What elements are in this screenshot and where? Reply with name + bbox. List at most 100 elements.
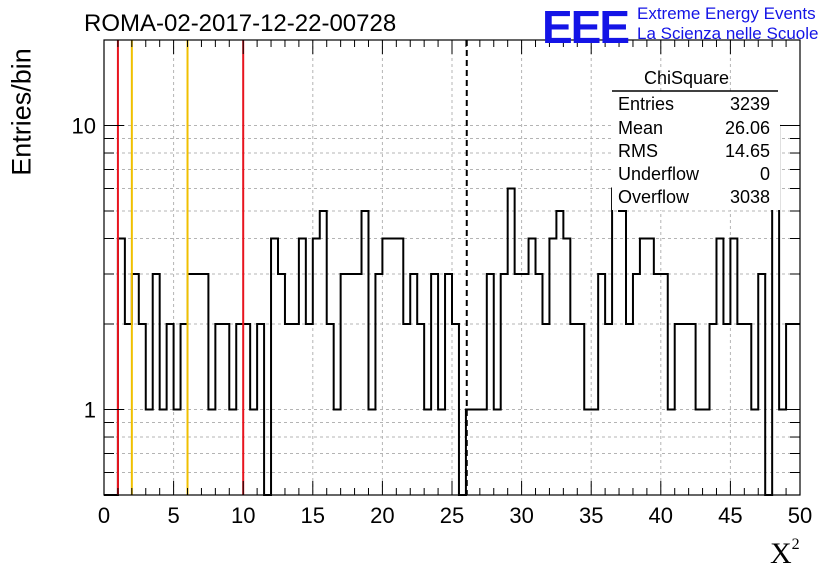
- histogram-bin: [549, 239, 556, 495]
- histogram-bin: [153, 274, 160, 495]
- x-axis-label: X2: [770, 536, 800, 570]
- histogram-bin: [362, 211, 369, 495]
- histogram-bin: [452, 324, 459, 495]
- histogram-bin: [194, 274, 201, 495]
- x-tick-label: 30: [509, 503, 533, 528]
- histogram-bin: [188, 274, 195, 495]
- histogram-bin: [181, 324, 188, 495]
- histogram-bin: [431, 274, 438, 495]
- histogram-bin: [201, 274, 208, 495]
- histogram-bin: [306, 324, 313, 495]
- histogram-bin: [626, 324, 633, 495]
- histogram-bin: [751, 410, 758, 495]
- stat-value-entries: 3239: [729, 94, 770, 114]
- histogram-bin: [703, 410, 710, 495]
- histogram-bin: [313, 239, 320, 495]
- histogram-bin: [744, 324, 751, 495]
- x-tick-label: 10: [231, 503, 255, 528]
- histogram-outline: [104, 124, 800, 496]
- histogram-bin: [368, 410, 375, 495]
- histogram-bin: [299, 239, 306, 495]
- chart-title: ROMA-02-2017-12-22-00728: [84, 10, 397, 37]
- histogram-bin: [396, 239, 403, 495]
- histogram-bin: [696, 410, 703, 495]
- histogram-bin: [445, 274, 452, 495]
- histogram-bin: [508, 189, 515, 495]
- histogram-bin: [473, 410, 480, 495]
- stat-label-underflow: Underflow: [618, 164, 700, 184]
- histogram-bin: [515, 274, 522, 495]
- histogram-bin: [647, 239, 654, 495]
- histogram-bin: [536, 274, 543, 495]
- histogram-bin: [598, 274, 605, 495]
- histogram-bin: [285, 324, 292, 495]
- histogram-bin: [654, 274, 661, 495]
- x-tick-label: 40: [649, 503, 673, 528]
- histogram-bin: [146, 410, 153, 495]
- x-tick-label: 0: [98, 503, 110, 528]
- histogram-bin: [612, 189, 619, 495]
- histogram-bin: [348, 274, 355, 495]
- histogram-bin: [501, 274, 508, 495]
- histogram-bin: [779, 410, 786, 495]
- histogram-bin: [640, 239, 647, 495]
- histogram-bin: [723, 324, 730, 495]
- x-tick-label: 25: [440, 503, 464, 528]
- histogram-bin: [584, 410, 591, 495]
- stat-label-overflow: Overflow: [618, 187, 690, 207]
- histogram-bin: [737, 324, 744, 495]
- histogram-bin: [619, 211, 626, 495]
- histogram-bin: [716, 239, 723, 495]
- stat-label-mean: Mean: [618, 118, 664, 138]
- histogram-bin: [215, 324, 222, 495]
- histogram-bin: [661, 274, 668, 495]
- histogram-bin: [341, 274, 348, 495]
- y-tick-label: 1: [84, 398, 96, 423]
- histogram-bin: [327, 324, 334, 495]
- histogram-bin: [375, 274, 382, 495]
- histogram-bin: [118, 239, 125, 495]
- histogram-bin: [167, 324, 174, 495]
- histogram-bin: [389, 239, 396, 495]
- histogram-bin: [250, 410, 257, 495]
- histogram-bin: [605, 324, 612, 495]
- histogram-bin: [522, 274, 529, 495]
- histogram-bin: [229, 410, 236, 495]
- logo-line-1: Extreme Energy Events: [637, 4, 816, 23]
- histogram-bin: [542, 324, 549, 495]
- stats-box: [612, 92, 780, 210]
- histogram-bin: [403, 324, 410, 495]
- histogram-bin: [675, 324, 682, 495]
- histogram-bin: [730, 239, 737, 495]
- histogram-bin: [633, 274, 640, 495]
- histogram-bin: [494, 410, 501, 495]
- histogram-bin: [410, 274, 417, 495]
- histogram-bin: [139, 324, 146, 495]
- histogram-bin: [355, 274, 362, 495]
- histogram-bin: [417, 324, 424, 495]
- y-tick-label: 10: [72, 113, 96, 138]
- stat-value-underflow: 0: [759, 164, 770, 184]
- x-tick-label: 50: [788, 503, 812, 528]
- histogram-bin: [125, 324, 132, 495]
- x-tick-label: 20: [370, 503, 394, 528]
- x-tick-label: 45: [718, 503, 742, 528]
- histogram-bin: [243, 324, 250, 495]
- stat-value-mean: 26.06: [724, 118, 770, 138]
- histogram-bin: [689, 324, 696, 495]
- histogram-bin: [487, 274, 494, 495]
- histogram-bin: [208, 410, 215, 495]
- stat-value-overflow: 3038: [729, 187, 770, 207]
- x-tick-label: 35: [579, 503, 603, 528]
- histogram-bin: [563, 239, 570, 495]
- histogram-bin: [556, 211, 563, 495]
- histogram-bin: [682, 324, 689, 495]
- histogram-bin: [174, 410, 181, 495]
- histogram-bin: [132, 274, 139, 495]
- y-axis-label: Entries/bin: [6, 48, 37, 176]
- histogram-bin: [480, 410, 487, 495]
- logo-line-2: La Scienza nelle Scuole: [637, 24, 819, 43]
- stat-value-rms: 14.65: [724, 141, 770, 161]
- x-tick-label: 5: [167, 503, 179, 528]
